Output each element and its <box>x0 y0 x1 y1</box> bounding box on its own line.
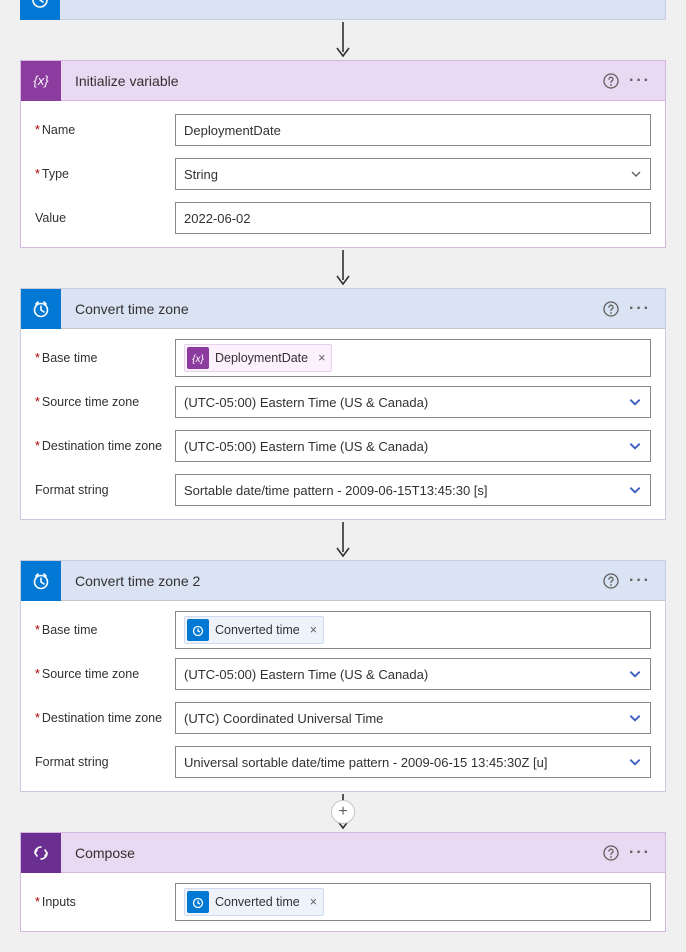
action-initialize-variable: {x} Initialize variable ··· *Name Deploy… <box>20 60 666 248</box>
partial-previous-action <box>20 0 666 20</box>
input-base-time[interactable]: {x} DeploymentDate × <box>175 339 651 377</box>
action-compose: Compose ··· *Inputs Converted time × <box>20 832 666 932</box>
select-dest-tz[interactable]: (UTC) Coordinated Universal Time <box>175 702 651 734</box>
insert-step-button[interactable]: + <box>331 800 355 824</box>
clock-icon <box>187 619 209 641</box>
card-header[interactable]: Compose ··· <box>21 833 665 873</box>
label-inputs: *Inputs <box>35 895 175 909</box>
card-body: *Inputs Converted time × <box>21 873 665 931</box>
more-menu-icon[interactable]: ··· <box>629 573 651 589</box>
help-icon[interactable] <box>603 73 619 89</box>
select-format[interactable]: Sortable date/time pattern - 2009-06-15T… <box>175 474 651 506</box>
clock-icon <box>187 891 209 913</box>
chevron-down-icon <box>628 755 642 769</box>
action-convert-time-zone-2: Convert time zone 2 ··· *Base time Conve… <box>20 560 666 792</box>
token-deployment-date[interactable]: {x} DeploymentDate × <box>184 344 332 372</box>
label-source-tz: *Source time zone <box>35 395 175 409</box>
select-source-tz[interactable]: (UTC-05:00) Eastern Time (US & Canada) <box>175 658 651 690</box>
input-name[interactable]: DeploymentDate <box>175 114 651 146</box>
card-header[interactable]: {x} Initialize variable ··· <box>21 61 665 101</box>
token-converted-time[interactable]: Converted time × <box>184 616 324 644</box>
connector-arrow-with-insert: + <box>20 792 666 832</box>
label-dest-tz: *Destination time zone <box>35 439 175 453</box>
remove-token-icon[interactable]: × <box>306 623 317 637</box>
label-source-tz: *Source time zone <box>35 667 175 681</box>
connector-arrow <box>20 20 666 60</box>
flow-canvas: {x} Initialize variable ··· *Name Deploy… <box>0 0 686 952</box>
more-menu-icon[interactable]: ··· <box>629 73 651 89</box>
card-title: Compose <box>61 845 603 861</box>
clock-icon <box>21 289 61 329</box>
label-name: *Name <box>35 123 175 137</box>
input-inputs[interactable]: Converted time × <box>175 883 651 921</box>
card-title: Convert time zone 2 <box>61 573 603 589</box>
card-actions: ··· <box>603 845 665 861</box>
label-format: Format string <box>35 755 175 769</box>
more-menu-icon[interactable]: ··· <box>629 845 651 861</box>
card-actions: ··· <box>603 573 665 589</box>
variable-icon: {x} <box>21 61 61 101</box>
more-menu-icon[interactable]: ··· <box>629 301 651 317</box>
clock-icon <box>30 0 50 10</box>
label-format: Format string <box>35 483 175 497</box>
remove-token-icon[interactable]: × <box>306 895 317 909</box>
label-base-time: *Base time <box>35 351 175 365</box>
action-convert-time-zone: Convert time zone ··· *Base time {x} Dep… <box>20 288 666 520</box>
chevron-down-icon <box>630 168 642 180</box>
help-icon[interactable] <box>603 301 619 317</box>
label-dest-tz: *Destination time zone <box>35 711 175 725</box>
connector-arrow <box>20 520 666 560</box>
token-converted-time[interactable]: Converted time × <box>184 888 324 916</box>
card-actions: ··· <box>603 73 665 89</box>
select-type[interactable]: String <box>175 158 651 190</box>
help-icon[interactable] <box>603 573 619 589</box>
input-base-time[interactable]: Converted time × <box>175 611 651 649</box>
svg-text:{x}: {x} <box>192 354 204 365</box>
chevron-down-icon <box>628 395 642 409</box>
card-body: *Base time {x} DeploymentDate × *Source … <box>21 329 665 519</box>
select-source-tz[interactable]: (UTC-05:00) Eastern Time (US & Canada) <box>175 386 651 418</box>
chevron-down-icon <box>628 711 642 725</box>
clock-icon <box>21 561 61 601</box>
chevron-down-icon <box>628 439 642 453</box>
label-value: Value <box>35 211 175 225</box>
label-type: *Type <box>35 167 175 181</box>
compose-icon <box>21 833 61 873</box>
label-base-time: *Base time <box>35 623 175 637</box>
input-value[interactable]: 2022-06-02 <box>175 202 651 234</box>
card-actions: ··· <box>603 301 665 317</box>
card-title: Convert time zone <box>61 301 603 317</box>
connector-arrow <box>20 248 666 288</box>
card-body: *Name DeploymentDate *Type String Value … <box>21 101 665 247</box>
svg-text:{x}: {x} <box>33 73 49 88</box>
help-icon[interactable] <box>603 845 619 861</box>
chevron-down-icon <box>628 667 642 681</box>
remove-token-icon[interactable]: × <box>314 351 325 365</box>
variable-icon: {x} <box>187 347 209 369</box>
chevron-down-icon <box>628 483 642 497</box>
card-title: Initialize variable <box>61 73 603 89</box>
previous-action-icon-box <box>20 0 60 20</box>
card-header[interactable]: Convert time zone ··· <box>21 289 665 329</box>
card-body: *Base time Converted time × *Source time… <box>21 601 665 791</box>
card-header[interactable]: Convert time zone 2 ··· <box>21 561 665 601</box>
select-dest-tz[interactable]: (UTC-05:00) Eastern Time (US & Canada) <box>175 430 651 462</box>
select-format[interactable]: Universal sortable date/time pattern - 2… <box>175 746 651 778</box>
